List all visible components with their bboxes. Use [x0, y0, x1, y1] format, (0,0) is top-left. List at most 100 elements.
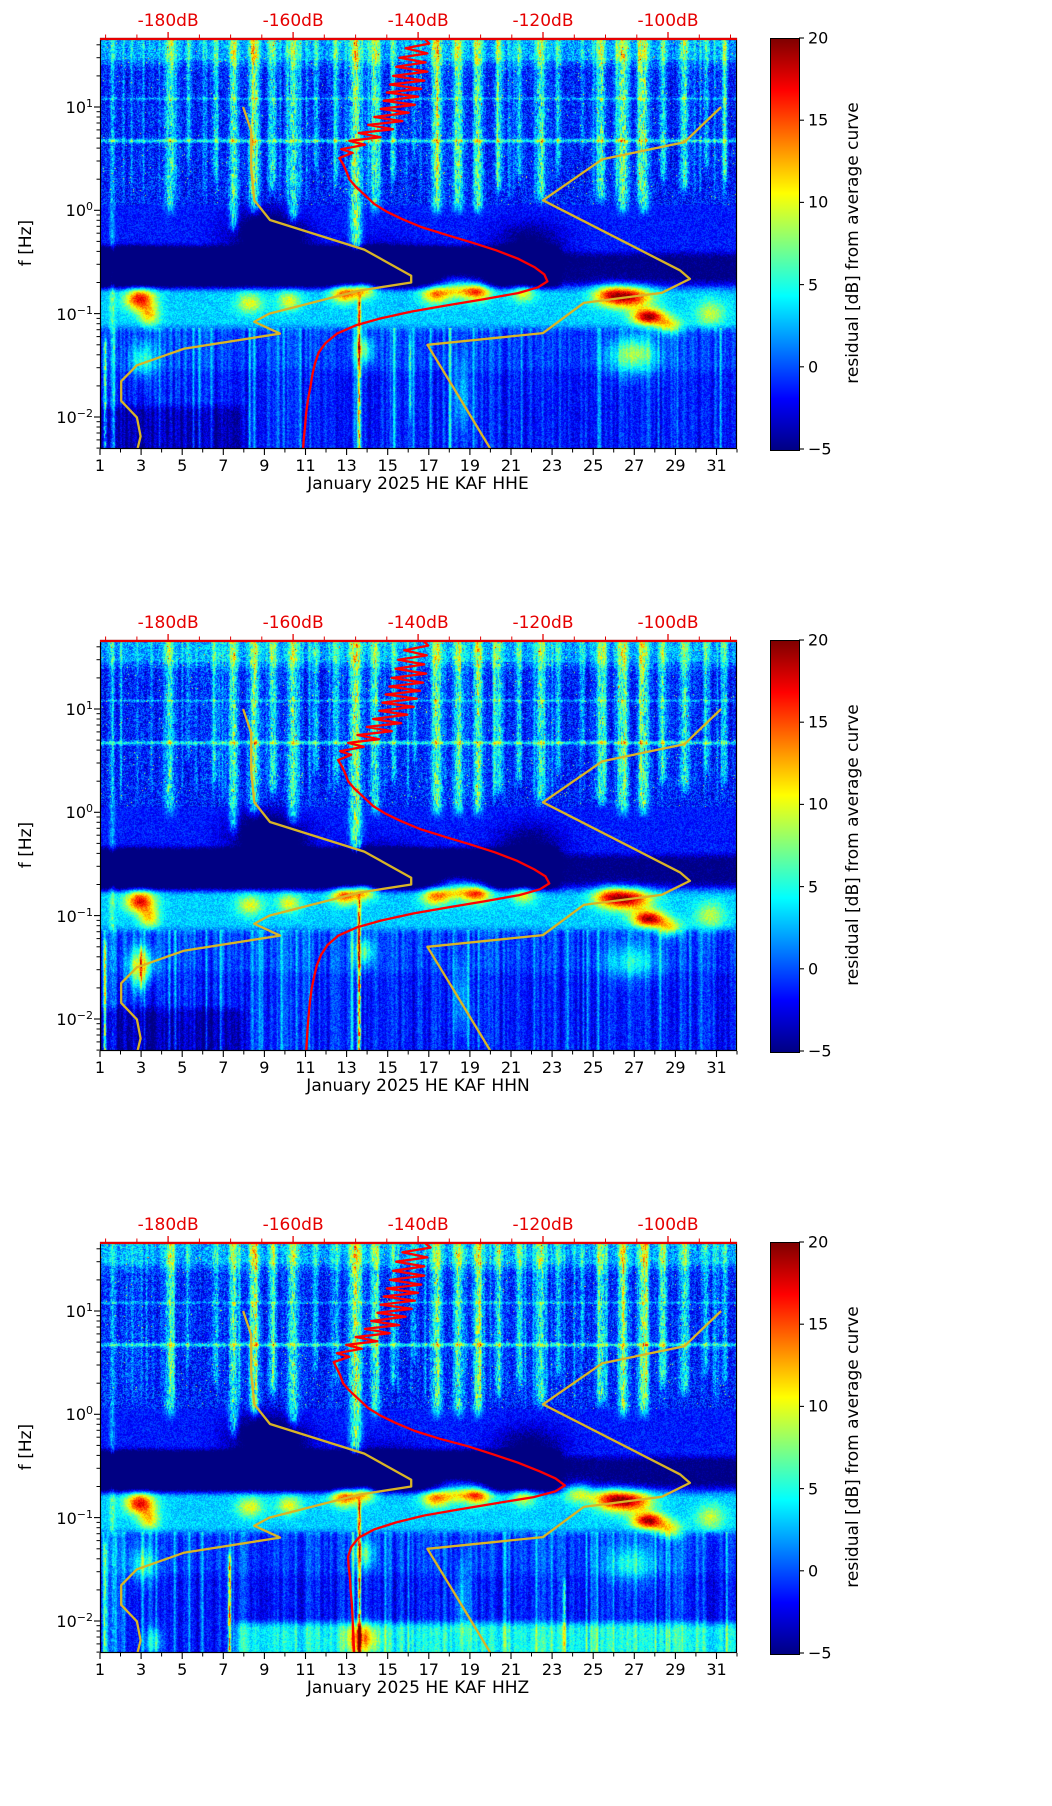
- top-axis-label: -120dB: [512, 613, 574, 633]
- y-axis-title: f [Hz]: [16, 1423, 36, 1471]
- x-tick-label: 29: [665, 1660, 686, 1679]
- top-axis-label: -100dB: [637, 11, 699, 31]
- top-axis-label: -180dB: [137, 11, 199, 31]
- colorbar-tick-label: 5: [808, 1479, 819, 1499]
- x-tick-label: 11: [295, 1660, 316, 1679]
- spectrogram-heatmap: [100, 38, 737, 449]
- colorbar-gradient: [770, 640, 800, 1053]
- y-tick-label: 10−2: [56, 1008, 93, 1030]
- x-tick-label: 13: [336, 1660, 357, 1679]
- plot-area: [100, 38, 737, 449]
- y-tick-label: 10−2: [56, 406, 93, 428]
- x-tick-label: 15: [377, 1058, 398, 1077]
- plot-area: [100, 1242, 737, 1653]
- top-axis-label: -140dB: [387, 613, 449, 633]
- y-tick-label: 10−2: [56, 1610, 93, 1632]
- x-tick-label: 27: [624, 456, 645, 475]
- colorbar-tick-label: 15: [808, 110, 829, 130]
- top-axis-label: -140dB: [387, 11, 449, 31]
- spectrogram-panel-hhe: -180dB -160dB -140dB -120dB -100dB f [Hz…: [0, 0, 1052, 602]
- colorbar-tick-label: 0: [808, 1561, 819, 1581]
- y-tick-label: 10−1: [56, 303, 93, 324]
- x-tick-label: 21: [500, 456, 522, 475]
- x-tick-label: 13: [336, 1058, 357, 1077]
- colorbar-tick-label: 10: [808, 192, 829, 212]
- colorbar-tick-label: 15: [808, 712, 829, 732]
- x-tick-label: 15: [377, 456, 398, 475]
- x-tick-label: 11: [295, 456, 316, 475]
- top-axis-label: -120dB: [512, 1215, 574, 1235]
- x-tick-label: 7: [218, 1660, 229, 1679]
- x-tick-label: 5: [177, 1660, 188, 1679]
- colorbar-tick-label: 20: [808, 630, 829, 650]
- x-tick-label: 19: [459, 456, 481, 475]
- y-axis-title: f [Hz]: [16, 219, 36, 267]
- colorbar-gradient: [770, 38, 800, 451]
- plot-area: [100, 640, 737, 1051]
- x-tick-label: 31: [706, 456, 727, 475]
- x-tick-label: 7: [218, 1058, 229, 1077]
- colorbar-tick-label: 5: [808, 877, 819, 897]
- x-tick-label: 25: [583, 456, 604, 475]
- colorbar-tick-label: 0: [808, 959, 819, 979]
- top-axis-label: -180dB: [137, 613, 199, 633]
- x-tick-label: 25: [583, 1058, 604, 1077]
- y-tick-label: 10−1: [56, 905, 93, 926]
- x-tick-label: 1: [94, 1660, 106, 1679]
- y-tick-label: 100: [65, 802, 93, 823]
- x-tick-label: 5: [177, 1058, 188, 1077]
- top-axis-label: -120dB: [512, 11, 574, 31]
- x-tick-label: 7: [218, 456, 229, 475]
- x-axis-title: January 2025 HE KAF HHN: [306, 1076, 530, 1096]
- colorbar-tick-label: 20: [808, 1232, 829, 1252]
- x-tick-label: 3: [136, 456, 147, 475]
- x-tick-label: 11: [295, 1058, 316, 1077]
- x-tick-label: 31: [706, 1058, 727, 1077]
- x-tick-label: 17: [418, 1058, 439, 1077]
- top-axis-label: -100dB: [637, 1215, 699, 1235]
- x-tick-label: 9: [259, 1058, 270, 1077]
- x-tick-label: 25: [583, 1660, 604, 1679]
- y-tick-label: 101: [65, 96, 93, 118]
- top-axis-label: -100dB: [637, 613, 699, 633]
- top-axis-label: -160dB: [262, 11, 324, 31]
- x-tick-label: 19: [459, 1058, 481, 1077]
- x-tick-label: 23: [541, 1058, 563, 1077]
- x-tick-label: 23: [541, 456, 563, 475]
- colorbar-tick-label: 10: [808, 794, 829, 814]
- colorbar-title: residual [dB] from average curve: [843, 1306, 863, 1588]
- y-tick-label: 100: [65, 1404, 93, 1425]
- colorbar-tick-label: 0: [808, 357, 819, 377]
- spectrogram-heatmap: [100, 640, 737, 1051]
- x-tick-label: 17: [418, 1660, 439, 1679]
- x-tick-label: 21: [500, 1058, 522, 1077]
- colorbar-tick-label: −5: [808, 1643, 832, 1663]
- y-tick-label: 100: [65, 200, 93, 221]
- x-tick-label: 1: [94, 456, 106, 475]
- x-tick-label: 23: [541, 1660, 563, 1679]
- x-tick-label: 1: [94, 1058, 106, 1077]
- top-axis-label: -160dB: [262, 1215, 324, 1235]
- colorbar-gradient: [770, 1242, 800, 1655]
- colorbar-title: residual [dB] from average curve: [843, 704, 863, 986]
- spectrogram-heatmap: [100, 1242, 737, 1653]
- x-tick-label: 15: [377, 1660, 398, 1679]
- x-tick-label: 5: [177, 456, 188, 475]
- colorbar-title: residual [dB] from average curve: [843, 102, 863, 384]
- x-tick-label: 27: [624, 1058, 645, 1077]
- y-tick-label: 10−1: [56, 1507, 93, 1528]
- x-axis-title: January 2025 HE KAF HHZ: [306, 1678, 530, 1698]
- colorbar-tick-label: −5: [808, 1041, 832, 1061]
- y-axis-title: f [Hz]: [16, 821, 36, 869]
- x-tick-label: 31: [706, 1660, 727, 1679]
- x-tick-label: 19: [459, 1660, 481, 1679]
- x-tick-label: 17: [418, 456, 439, 475]
- x-tick-label: 13: [336, 456, 357, 475]
- spectrogram-panel-hhz: -180dB -160dB -140dB -120dB -100dB f [Hz…: [0, 1204, 1052, 1806]
- top-axis-label: -180dB: [137, 1215, 199, 1235]
- x-tick-label: 29: [665, 1058, 686, 1077]
- top-axis-label: -140dB: [387, 1215, 449, 1235]
- x-tick-label: 9: [259, 456, 270, 475]
- x-axis-title: January 2025 HE KAF HHE: [307, 474, 529, 494]
